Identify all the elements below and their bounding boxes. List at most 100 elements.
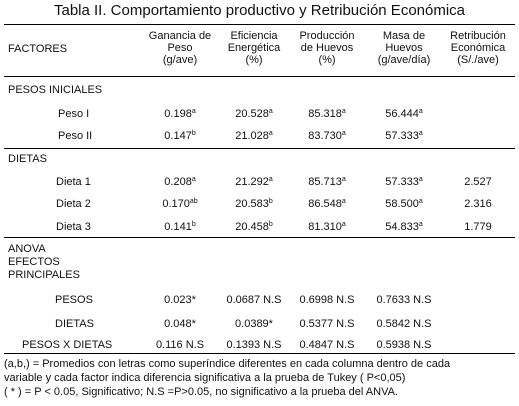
value: 81.310 [308, 221, 342, 233]
cell-eficiencia: 20.528a [218, 108, 290, 120]
cell-masa: 54.833a [366, 221, 442, 233]
letter: a [418, 108, 423, 115]
row-label: Dieta 1 [56, 176, 91, 188]
cell-ganancia: 0.208a [142, 176, 218, 188]
header-eficiencia-line2: Energética [227, 42, 281, 54]
header-eficiencia: Eficiencia Energética (%) [218, 30, 290, 66]
cell-ganancia: 0.023* [164, 294, 196, 306]
cell-eficiencia: 21.028a [218, 130, 290, 142]
section-rule [4, 237, 515, 238]
cell-masa: 56.444a [366, 108, 442, 120]
cell-produccion: 83.730a [290, 130, 364, 142]
value: 21.028 [235, 130, 269, 142]
letter: b [191, 221, 196, 228]
value: 20.583 [235, 198, 269, 210]
letter: a [418, 130, 423, 137]
value: 0.147 [164, 130, 192, 142]
header-produccion-line1: Producción [299, 30, 355, 42]
value: 0.170 [162, 198, 190, 210]
cell-produccion: 85.713a [290, 176, 364, 188]
cell-eficiencia: 0.1393 N.S [226, 339, 282, 351]
value: 86.548 [308, 198, 342, 210]
cell-produccion: 85.318a [290, 108, 364, 120]
letter: a [341, 198, 346, 205]
cell-produccion: 0.6998 N.S [299, 294, 355, 306]
cell-eficiencia: 21.292a [218, 176, 290, 188]
header-retribucion-line2: Económica [450, 42, 506, 54]
section-anova-line2: EFECTOS [8, 256, 60, 268]
cell-retribucion: 1.779 [464, 221, 492, 233]
cell-retribucion: 2.527 [464, 176, 492, 188]
footnote-1: (a,b,) = Promedios con letras como super… [4, 358, 451, 370]
header-retribucion-line3: (S/./ave) [457, 54, 499, 66]
header-ganancia-line1: Ganancia de [148, 30, 212, 42]
cell-eficiencia: 20.458b [218, 221, 290, 233]
value: 0.208 [164, 176, 192, 188]
header-produccion: Producción de Huevos (%) [290, 30, 364, 66]
cell-masa: 57.333a [366, 130, 442, 142]
header-factores: FACTORES [8, 43, 68, 55]
header-ganancia-line3: (g/ave) [162, 54, 198, 66]
letter: ab [189, 198, 198, 205]
row-label: Peso I [58, 108, 90, 120]
letter: a [341, 108, 346, 115]
letter: a [268, 130, 273, 137]
top-rule [4, 24, 515, 25]
cell-masa: 0.5842 N.S [376, 318, 432, 330]
cell-ganancia: 0.048* [164, 318, 196, 330]
cell-eficiencia: 0.0389* [235, 318, 273, 330]
header-ganancia-line2: Peso [167, 42, 193, 54]
value: 85.713 [308, 176, 342, 188]
letter: a [418, 176, 423, 183]
letter: a [191, 176, 196, 183]
section-anova-line3: PRINCIPALES [8, 269, 80, 281]
cell-masa: 0.7633 N.S [376, 294, 432, 306]
row-label: Dieta 2 [56, 198, 91, 210]
section-anova: ANOVA EFECTOS PRINCIPALES [8, 243, 80, 282]
value: 57.333 [385, 130, 419, 142]
section-dietas: DIETAS [8, 153, 47, 165]
header-eficiencia-line1: Eficiencia [230, 30, 278, 42]
letter: a [268, 176, 273, 183]
header-masa-line2: Huevos [385, 42, 423, 54]
cell-masa: 57.333a [366, 176, 442, 188]
row-label: DIETAS [55, 318, 94, 330]
section-pesos-iniciales: PESOS INICIALES [8, 84, 103, 96]
letter: b [268, 198, 273, 205]
header-retribucion-line1: Retribución [450, 30, 506, 42]
header-rule [4, 76, 515, 77]
cell-ganancia: 0.147b [142, 130, 218, 142]
letter: a [191, 108, 196, 115]
section-anova-line1: ANOVA [8, 243, 46, 255]
header-ganancia: Ganancia de Peso (g/ave) [142, 30, 218, 66]
value: 57.333 [385, 176, 419, 188]
row-label: Dieta 3 [56, 221, 91, 233]
row-label: PESOS X DIETAS [22, 339, 113, 351]
row-label: PESOS [55, 294, 93, 306]
letter: a [341, 130, 346, 137]
cell-ganancia: 0.116 N.S [155, 339, 205, 351]
bottom-rule [4, 353, 515, 354]
value: 56.444 [385, 108, 419, 120]
letter: a [268, 108, 273, 115]
value: 85.318 [308, 108, 342, 120]
value: 21.292 [235, 176, 269, 188]
letter: b [268, 221, 273, 228]
value: 58.500 [385, 198, 419, 210]
letter: a [418, 198, 423, 205]
letter: a [418, 221, 423, 228]
cell-ganancia: 0.141b [142, 221, 218, 233]
value: 54.833 [385, 221, 419, 233]
letter: a [341, 176, 346, 183]
value: 0.198 [164, 108, 192, 120]
letter: b [191, 130, 196, 137]
header-masa: Masa de Huevos (g/ave/día) [366, 30, 442, 66]
cell-retribucion: 2.316 [464, 198, 492, 210]
header-masa-line1: Masa de [382, 30, 426, 42]
cell-ganancia: 0.198a [142, 108, 218, 120]
header-produccion-line2: de Huevos [300, 42, 354, 54]
header-produccion-line3: (%) [318, 54, 336, 66]
cell-masa: 58.500a [366, 198, 442, 210]
section-rule [4, 148, 515, 149]
table-title: Tabla II. Comportamiento productivo y Re… [53, 2, 466, 19]
